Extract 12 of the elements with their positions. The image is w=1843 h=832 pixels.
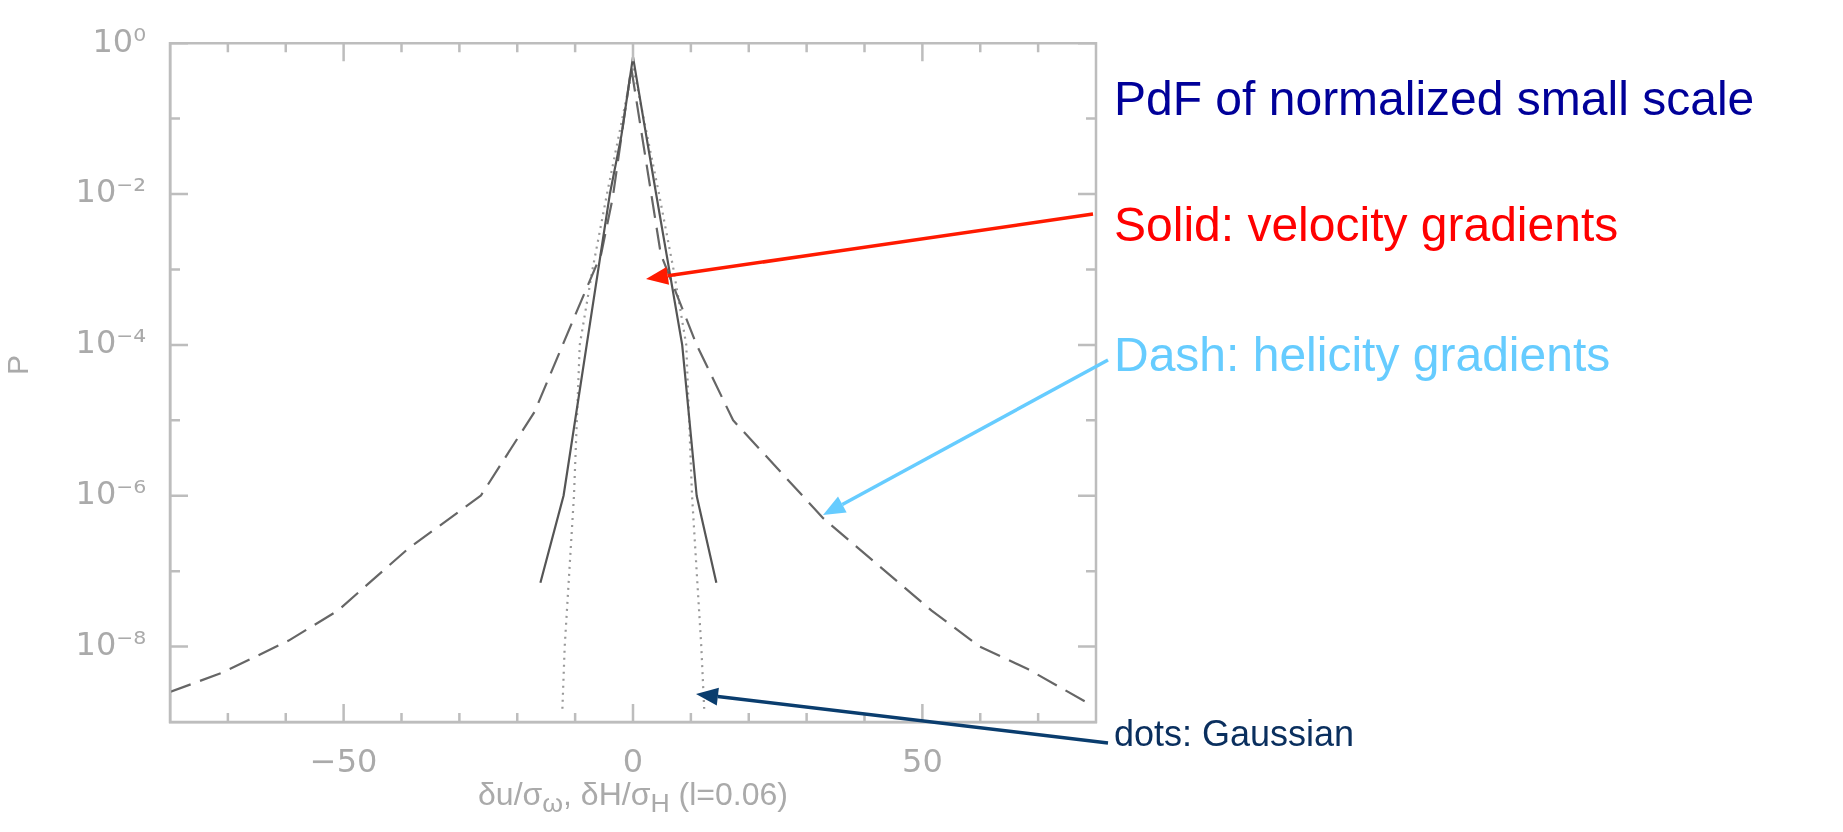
text: dots: Gaussian — [1114, 713, 1355, 754]
y-axis-title: P — [1, 354, 35, 376]
y-tick-label: 10⁻² — [75, 172, 146, 211]
y-tick-label: 10⁰ — [92, 21, 146, 60]
text: Dash: helicity gradients — [1114, 328, 1611, 381]
x-tick-label: −50 — [309, 741, 378, 780]
y-tick-label: 10⁻⁸ — [75, 624, 146, 663]
y-tick-label: 10⁻⁴ — [75, 323, 146, 362]
x-tick-label: 50 — [902, 741, 943, 780]
text: PdF of normalized small scale — [1114, 72, 1755, 125]
y-tick-label: 10⁻⁶ — [75, 474, 146, 513]
text: Solid: velocity gradients — [1114, 198, 1619, 251]
